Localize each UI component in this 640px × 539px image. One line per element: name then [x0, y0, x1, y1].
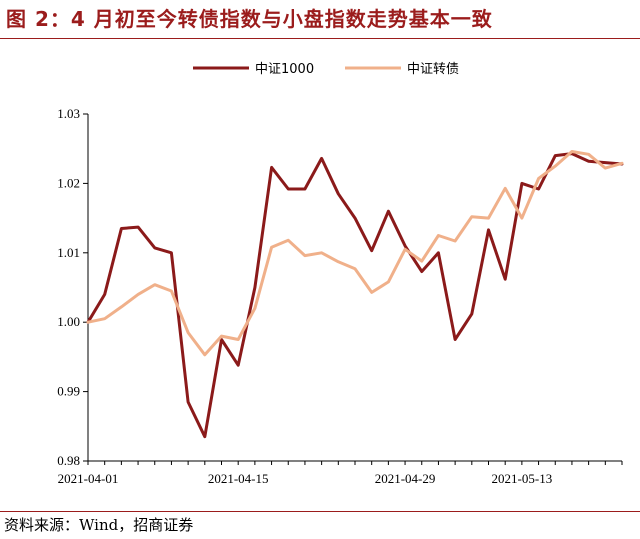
x-tick-label: 2021-05-13: [492, 471, 553, 486]
y-tick-label: 1.01: [57, 245, 80, 260]
series-line-2: [86, 150, 624, 357]
legend-label-2: 中证转债: [407, 62, 459, 77]
x-tick-label: 2021-04-29: [375, 471, 436, 486]
y-tick-label: 1.03: [57, 106, 80, 121]
y-tick-label: 1.00: [57, 314, 80, 329]
legend-label-1: 中证1000: [255, 62, 314, 77]
y-tick-label: 0.99: [57, 384, 80, 399]
source-note: 资料来源：Wind，招商证券: [4, 516, 194, 534]
y-tick-label: 1.02: [57, 175, 80, 190]
x-tick-label: 2021-04-15: [208, 471, 269, 486]
line-chart: 中证1000 中证转债 1.03 1.02 1.01 1.00 0.99 0.98 2021-…: [57, 62, 624, 486]
footer-divider: [0, 511, 640, 512]
x-tick-label: 2021-04-01: [58, 471, 119, 486]
y-tick-label: 0.98: [57, 453, 80, 468]
title-divider: [0, 38, 640, 39]
chart-legend: 中证1000 中证转债: [193, 62, 459, 77]
chart-axes: 1.03 1.02 1.01 1.00 0.99 0.98 2021-04-01 2021-0…: [57, 106, 623, 486]
title-bar: 图 2：4 月初至今转债指数与小盘指数走势基本一致: [0, 0, 640, 40]
series-line-1: [86, 152, 624, 439]
page-title: 图 2：4 月初至今转债指数与小盘指数走势基本一致: [6, 7, 493, 31]
chart-series: [86, 150, 624, 439]
